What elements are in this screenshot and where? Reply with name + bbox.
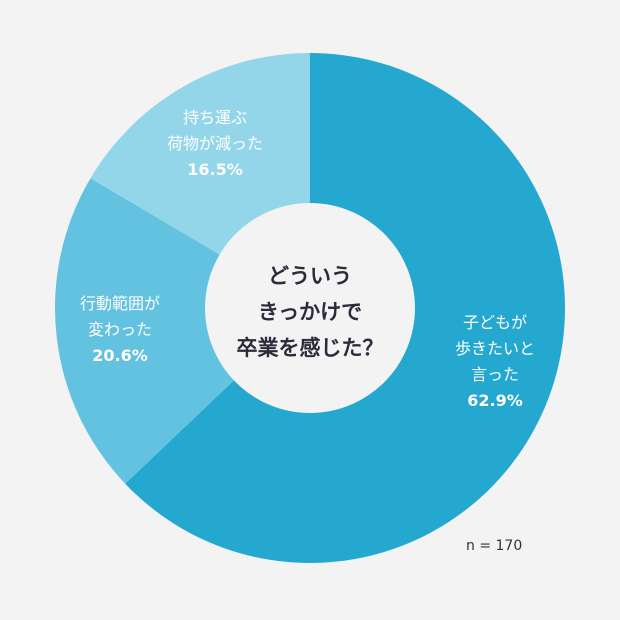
slice-percent: 16.5% [187, 160, 243, 179]
slice-label-range: 行動範囲が 変わった 20.6% [60, 291, 180, 369]
slice-label-luggage: 持ち運ぶ 荷物が減った 16.5% [150, 105, 280, 183]
label-line: 子どもが [462, 313, 527, 332]
chart-title: どういう きっかけで 卒業を感じた？ [205, 258, 415, 366]
label-line: 言った [470, 365, 519, 384]
label-line: 荷物が減った [166, 134, 263, 153]
donut-hole [205, 203, 415, 413]
label-line: 行動範囲が [79, 294, 160, 313]
sample-size: n = 170 [466, 538, 523, 554]
slice-label-walk: 子どもが 歩きたいと 言った 62.9% [440, 310, 550, 414]
label-line: 持ち運ぶ [182, 108, 247, 127]
title-line-3: 卒業を感じた？ [236, 336, 384, 360]
slice-percent: 20.6% [92, 346, 148, 365]
title-line-2: きっかけで [257, 300, 363, 324]
donut-slice [55, 178, 310, 484]
label-line: 歩きたいと [454, 339, 535, 358]
slice-percent: 62.9% [467, 391, 523, 410]
label-line: 変わった [87, 320, 152, 339]
title-line-1: どういう [268, 264, 352, 288]
